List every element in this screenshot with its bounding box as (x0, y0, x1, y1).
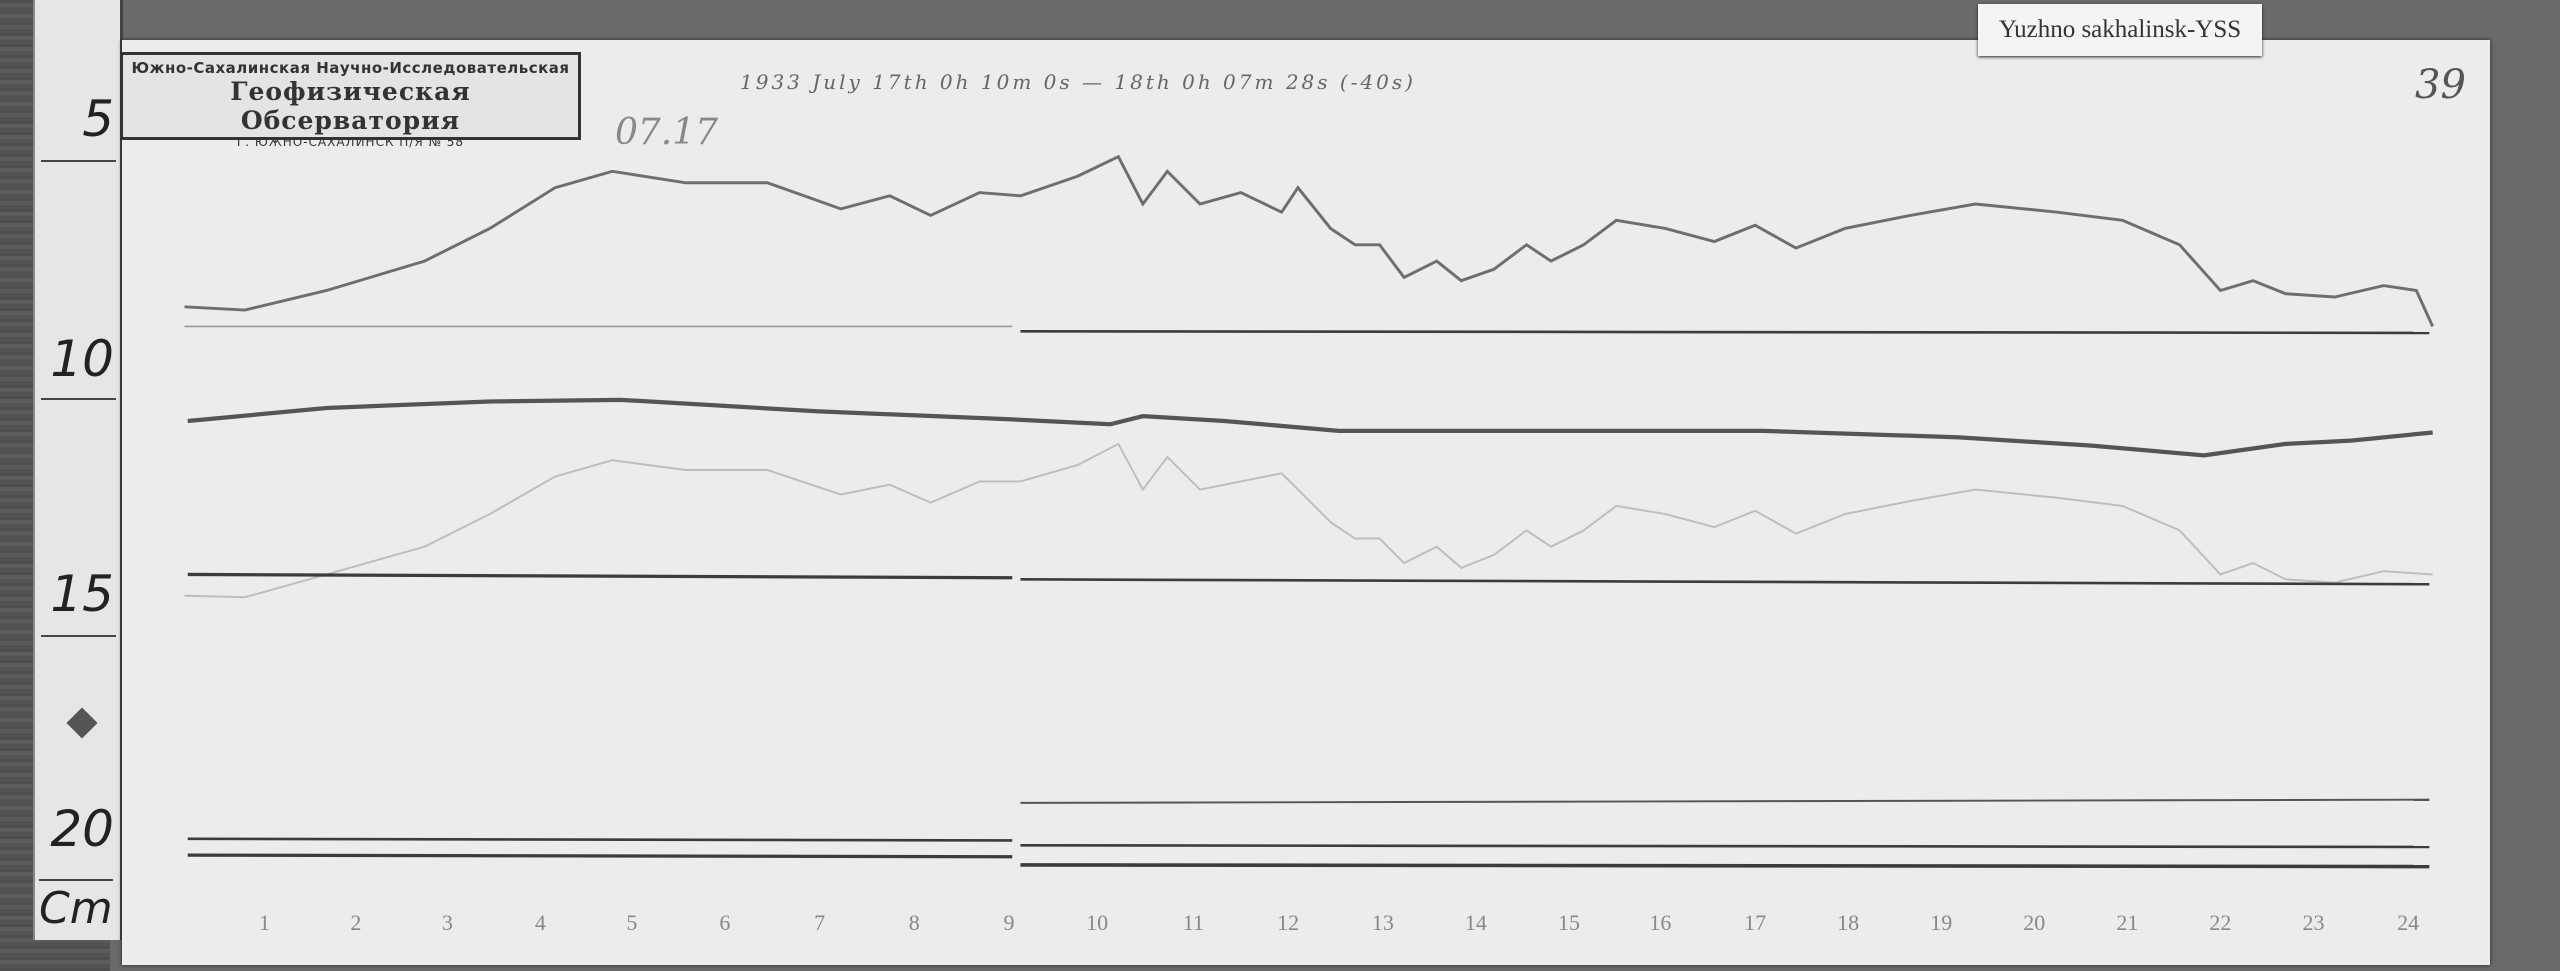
hour-label: 16 (1649, 910, 1672, 935)
ruler-tick (41, 160, 116, 162)
ruler-unit: Cm (39, 879, 113, 934)
hour-label: 12 (1277, 910, 1300, 935)
hour-label: 4 (534, 910, 546, 935)
baseline-1-right (1020, 329, 2430, 335)
observatory-stamp: Южно-Сахалинская Научно-Исследовательска… (120, 52, 581, 149)
cm-ruler: 5 10 15 20 Cm (33, 0, 123, 940)
hour-label: 10 (1086, 910, 1109, 935)
hour-label: 21 (2116, 910, 2139, 935)
baseline-3-right (1020, 844, 2430, 849)
stamp-line-3: Г. ЮЖНО-САХАЛИНСК П/Я № 58 (236, 135, 465, 149)
baseline-2-left (187, 572, 1013, 580)
hour-label: 9 (1003, 910, 1015, 935)
baseline-4-right (1020, 863, 2430, 869)
hour-label: 22 (2209, 910, 2232, 935)
hour-label: 15 (1557, 910, 1580, 935)
header-note: 1933 July 17th 0h 10m 0s — 18th 0h 07m 2… (740, 70, 1416, 94)
date-mark: 07.17 (615, 112, 719, 153)
hour-label: 17 (1744, 910, 1767, 935)
trace-ghost (184, 442, 2433, 599)
baseline-2-right (1020, 578, 2430, 586)
trace-vertical (1020, 798, 2430, 804)
hour-label: 8 (908, 910, 920, 935)
hour-label: 1 (258, 910, 270, 935)
hour-label: 19 (1930, 910, 1953, 935)
hour-label: 3 (441, 910, 453, 935)
ruler-mark-15: 15 (50, 565, 114, 623)
hour-label: 7 (814, 910, 826, 935)
hour-label: 13 (1371, 910, 1394, 935)
stamp-line-2: Геофизическая Обсерватория (230, 77, 471, 135)
ruler-mark-10: 10 (50, 330, 114, 388)
ruler-tick (41, 635, 116, 637)
station-label: Yuzhno sakhalinsk-YSS (1978, 4, 2262, 56)
hour-label: 20 (2023, 910, 2046, 935)
hour-label: 5 (626, 910, 638, 935)
stamp-line-1: Южно-Сахалинская Научно-Исследовательска… (131, 59, 570, 77)
hour-label: 18 (1837, 910, 1860, 935)
ruler-mark-20: 20 (50, 800, 114, 858)
hour-label: 6 (719, 910, 731, 935)
ruler-tick (41, 398, 116, 400)
hour-label: 2 (350, 910, 362, 935)
hour-label: 24 (2397, 910, 2420, 935)
baseline-3-left (187, 837, 1013, 842)
baseline-4-left (187, 853, 1013, 859)
sheet-number: 39 (2415, 62, 2466, 108)
trace-horizontal (187, 397, 2433, 458)
ruler-mark-5: 5 (82, 90, 114, 148)
hour-label: 23 (2302, 910, 2325, 935)
hour-label: 14 (1464, 910, 1487, 935)
hour-label: 11 (1182, 910, 1205, 935)
trace-declination (184, 154, 2434, 327)
